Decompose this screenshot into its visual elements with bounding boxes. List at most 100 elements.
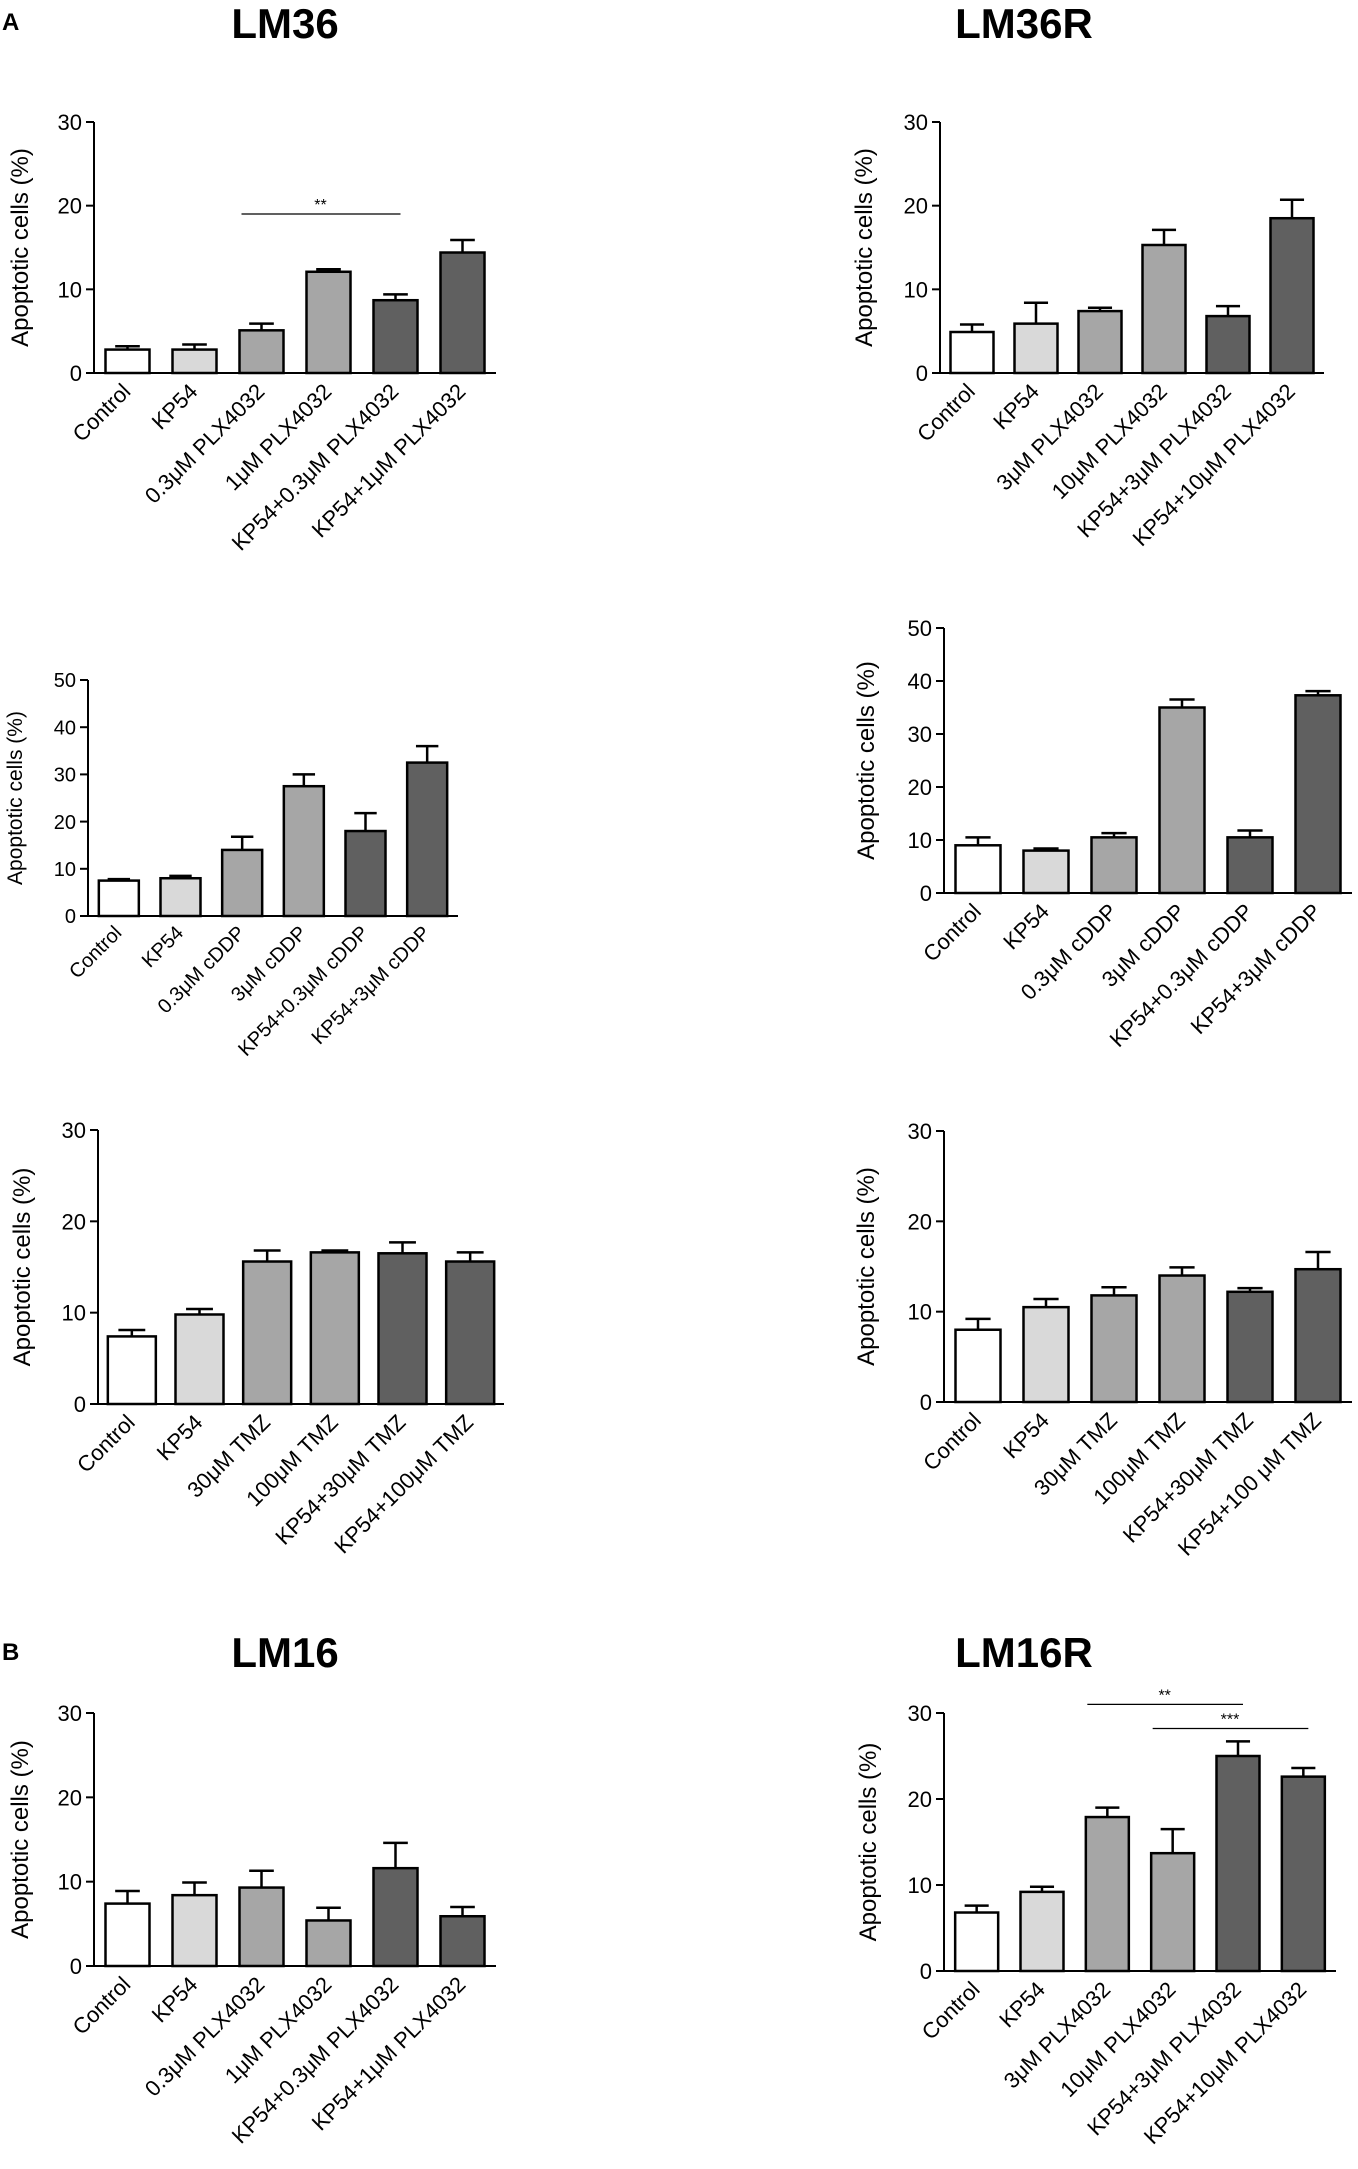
y-axis-label: Apoptotic cells (%)	[9, 1168, 36, 1367]
y-tick-label: 10	[62, 1301, 86, 1326]
x-tick-label: Control	[68, 1972, 136, 2040]
bar	[1205, 314, 1251, 375]
y-tick-label: 30	[908, 722, 932, 747]
x-tick-label: KP54	[994, 1977, 1050, 2033]
panel-label-b: B	[2, 1639, 19, 1666]
chart-title-lm16: LM16	[231, 1629, 338, 1676]
significance-label: ***	[1221, 1711, 1240, 1728]
bar	[344, 829, 387, 918]
bar	[954, 844, 1002, 895]
bar	[1158, 1274, 1206, 1404]
x-tick-label: KP54	[998, 1408, 1054, 1464]
bar	[439, 1914, 486, 1968]
y-tick-label: 30	[908, 1701, 932, 1726]
y-tick-label: 10	[908, 828, 932, 853]
x-tick-label: Control	[918, 1408, 986, 1476]
y-tick-label: 50	[908, 616, 932, 641]
y-axis-label: Apoptotic cells (%)	[853, 661, 880, 860]
y-tick-label: 0	[920, 881, 932, 906]
y-tick-label: 0	[916, 361, 928, 386]
y-tick-label: 10	[904, 277, 928, 302]
bar	[953, 1911, 1000, 1973]
x-tick-label: KP54+3μM cDDP	[308, 922, 435, 1049]
bar	[238, 1886, 285, 1968]
x-tick-label: KP54	[998, 899, 1054, 955]
bar	[1084, 1815, 1131, 1973]
bar	[171, 348, 218, 375]
bar	[305, 270, 352, 375]
bar	[220, 848, 264, 918]
y-tick-label: 30	[908, 1119, 932, 1144]
bar	[1149, 1851, 1196, 1973]
bar	[1294, 1267, 1342, 1404]
chart-title-lm36r: LM36R	[955, 0, 1093, 47]
y-tick-label: 0	[74, 1392, 86, 1417]
bar	[372, 298, 419, 375]
y-tick-label: 20	[58, 1785, 82, 1810]
x-tick-label: 0.3μM PLX4032	[140, 1972, 270, 2102]
x-tick-label: Control	[912, 379, 980, 447]
y-tick-label: 0	[920, 1390, 932, 1415]
y-tick-label: 30	[58, 110, 82, 135]
x-tick-label: KP54	[152, 1410, 208, 1466]
bar	[106, 1335, 158, 1406]
bar	[1022, 1305, 1070, 1404]
y-tick-label: 10	[908, 1873, 932, 1898]
x-tick-label: Control	[72, 1410, 140, 1478]
y-axis-label: Apoptotic cells (%)	[851, 148, 878, 347]
bar	[171, 1893, 218, 1968]
y-tick-label: 40	[908, 669, 932, 694]
y-tick-label: 10	[54, 859, 76, 881]
bar	[1090, 836, 1138, 895]
bar	[282, 784, 326, 918]
bar	[439, 251, 486, 375]
chart-lm36-plx: 0 10 20 30 Apoptotic cells (%) Control KP540.3…	[7, 110, 496, 555]
y-tick-label: 20	[908, 1209, 932, 1234]
x-tick-label: KP54	[988, 379, 1044, 435]
bar	[1158, 706, 1206, 895]
bar	[1280, 1775, 1327, 1973]
bar	[104, 1902, 151, 1968]
bar	[372, 1866, 419, 1968]
panel-label-a: A	[2, 9, 19, 36]
bar	[174, 1313, 225, 1406]
bar	[444, 1260, 496, 1406]
y-tick-label: 0	[920, 1959, 932, 1984]
significance-label: **	[314, 197, 326, 214]
x-tick-label: Control	[918, 899, 986, 967]
y-tick-label: 30	[904, 110, 928, 135]
y-tick-label: 20	[904, 194, 928, 219]
bar	[1215, 1754, 1261, 1973]
x-tick-label: 0.3μM PLX4032	[140, 379, 270, 509]
bar	[1226, 836, 1274, 895]
bar	[1090, 1294, 1138, 1404]
y-axis-label: Apoptotic cells (%)	[7, 1740, 34, 1939]
y-tick-label: 20	[62, 1209, 86, 1234]
x-tick-label: KP54	[138, 922, 188, 972]
bar	[1226, 1290, 1274, 1404]
bar	[159, 876, 202, 918]
bar	[97, 879, 141, 918]
bar	[1077, 309, 1123, 375]
bar	[104, 348, 151, 375]
y-tick-label: 20	[58, 194, 82, 219]
y-tick-label: 50	[54, 670, 76, 692]
bar	[1269, 216, 1315, 375]
y-tick-label: 30	[54, 765, 76, 787]
chart-title-lm16r: LM16R	[955, 1629, 1093, 1676]
x-tick-label: 10μM PLX4032	[1047, 379, 1172, 504]
y-axis-label: Apoptotic cells (%)	[853, 1167, 880, 1366]
y-tick-label: 20	[54, 812, 76, 834]
bar	[241, 1260, 293, 1406]
bar	[1022, 849, 1070, 895]
y-tick-label: 10	[58, 1870, 82, 1895]
x-tick-label: Control	[68, 379, 136, 447]
x-tick-label: KP54+3μM cDDP	[1186, 899, 1326, 1039]
x-tick-label: 10μM PLX4032	[1055, 1977, 1180, 2102]
chart-lm16-plx: 0 10 20 30 Apoptotic cells (%) Control KP540.3…	[7, 1701, 496, 2148]
